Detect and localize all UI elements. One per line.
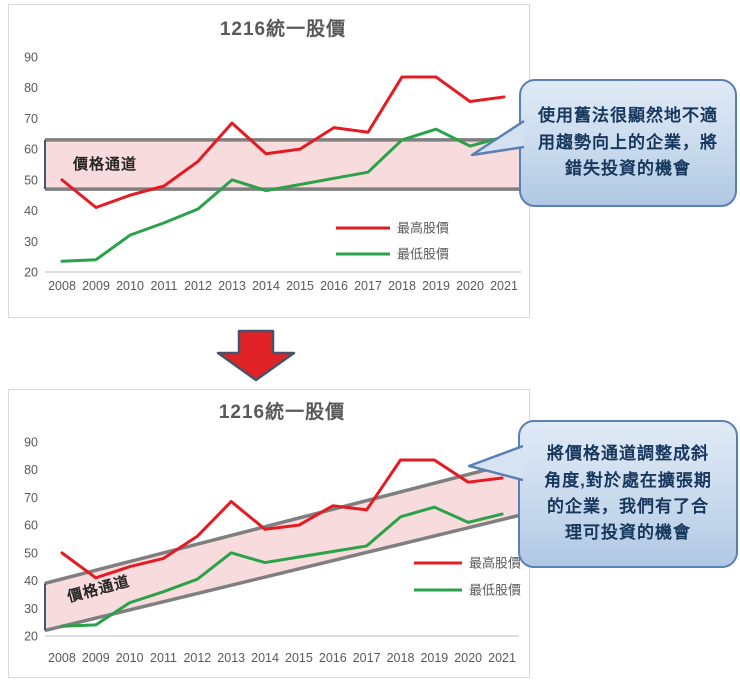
x-axis-tick-label: 2020 bbox=[456, 279, 484, 293]
price-channel-label: 價格通道 bbox=[72, 155, 137, 173]
legend-label-high: 最高股價 bbox=[397, 221, 449, 236]
price-channel-band bbox=[45, 461, 519, 631]
legend-label-high: 最高股價 bbox=[469, 556, 521, 571]
x-axis-tick-label: 2018 bbox=[387, 651, 415, 665]
x-axis-tick-label: 2014 bbox=[251, 651, 279, 665]
x-axis-tick-label: 2019 bbox=[422, 279, 450, 293]
y-axis-tick-label: 20 bbox=[24, 630, 38, 644]
series-line-high bbox=[60, 75, 506, 209]
y-axis-tick-label: 20 bbox=[24, 266, 38, 280]
y-axis-tick-label: 60 bbox=[24, 143, 38, 157]
series-line-low bbox=[60, 127, 506, 263]
x-axis-tick-label: 2012 bbox=[184, 279, 212, 293]
x-axis-tick-label: 2020 bbox=[454, 651, 482, 665]
chart-panel-new-method: 1216統一股價 20 30 40 50 60 70 80 90 2008 2009 2010 2011… bbox=[8, 389, 530, 678]
callout-old-method: 使用舊法很顯然地不適 用趨勢向上的企業，將 錯失投資的機會 bbox=[470, 79, 737, 207]
x-axis-tick-label: 2014 bbox=[252, 279, 280, 293]
series-line-low bbox=[60, 505, 504, 628]
x-axis-tick-label: 2008 bbox=[48, 279, 76, 293]
x-axis-tick-label: 2008 bbox=[48, 651, 76, 665]
y-axis-tick-label: 50 bbox=[24, 546, 38, 560]
callout-tail-shape bbox=[467, 444, 523, 482]
price-channel-band bbox=[45, 139, 521, 190]
x-axis-tick-label: 2016 bbox=[319, 651, 347, 665]
chart-title: 1216統一股價 bbox=[220, 17, 346, 40]
y-axis-tick-label: 30 bbox=[24, 235, 38, 249]
y-axis-tick-label: 80 bbox=[24, 463, 38, 477]
x-axis-tick-label: 2010 bbox=[116, 279, 144, 293]
x-axis-tick-label: 2013 bbox=[218, 279, 246, 293]
x-axis-tick-label: 2021 bbox=[488, 651, 516, 665]
x-axis-tick-label: 2011 bbox=[151, 279, 178, 293]
chart-panel-old-method: 1216統一股價 20 30 40 50 60 70 80 90 2008 2009 2010 2011… bbox=[8, 4, 530, 318]
callout-tail-shape bbox=[470, 119, 525, 157]
y-axis-tick-label: 40 bbox=[24, 204, 38, 218]
x-axis-tick-label: 2009 bbox=[82, 651, 110, 665]
x-axis-tick-label: 2017 bbox=[353, 651, 381, 665]
x-axis-tick-label: 2018 bbox=[388, 279, 416, 293]
x-axis-tick-label: 2015 bbox=[286, 279, 314, 293]
y-axis-tick-label: 90 bbox=[24, 436, 38, 450]
x-axis-tick-label: 2015 bbox=[285, 651, 313, 665]
price-channel-bottom-line bbox=[44, 513, 520, 633]
y-axis-tick-label: 30 bbox=[24, 602, 38, 616]
x-axis-tick-label: 2012 bbox=[183, 651, 211, 665]
x-axis-tick-label: 2009 bbox=[82, 279, 110, 293]
down-arrow-shape bbox=[216, 329, 296, 382]
callout-old-method-text: 使用舊法很顯然地不適 用趨勢向上的企業，將 錯失投資的機會 bbox=[538, 106, 718, 179]
x-axis-tick-label: 2011 bbox=[150, 651, 177, 665]
callout-tail-icon bbox=[470, 119, 525, 157]
stock-chart-horizontal-channel: 1216統一股價 20 30 40 50 60 70 80 90 2008 2009 2010 2011… bbox=[9, 5, 529, 322]
stock-chart-sloped-channel: 1216統一股價 20 30 40 50 60 70 80 90 2008 2009 2010 2011… bbox=[9, 390, 529, 682]
callout-new-method-text: 將價格通道調整成斜 角度,對於處在擴張期 的企業，我們有了合 理可投資的機會 bbox=[544, 444, 712, 543]
x-axis-tick-label: 2016 bbox=[320, 279, 348, 293]
price-channel-top-line bbox=[44, 459, 520, 586]
series-line-high bbox=[60, 458, 504, 580]
x-axis-tick-label: 2017 bbox=[354, 279, 382, 293]
x-axis-tick-label: 2019 bbox=[420, 651, 448, 665]
callout-new-method: 將價格通道調整成斜 角度,對於處在擴張期 的企業，我們有了合 理可投資的機會 bbox=[467, 420, 738, 568]
y-axis-tick-label: 60 bbox=[24, 519, 38, 533]
down-arrow bbox=[216, 329, 296, 382]
y-axis-tick-label: 50 bbox=[24, 173, 38, 187]
x-axis-tick-label: 2021 bbox=[490, 279, 518, 293]
callout-tail-icon bbox=[467, 444, 523, 482]
x-axis-tick-label: 2013 bbox=[217, 651, 245, 665]
chart-canvas: 1216統一股價 20 30 40 50 60 70 80 90 2008 2009 2010 2011… bbox=[24, 400, 521, 665]
chart-title: 1216統一股價 bbox=[219, 400, 345, 423]
x-axis-tick-label: 2010 bbox=[116, 651, 144, 665]
y-axis-tick-label: 90 bbox=[24, 51, 38, 65]
y-axis-tick-label: 70 bbox=[24, 112, 38, 126]
legend-label-low: 最低股價 bbox=[469, 583, 521, 598]
y-axis-tick-label: 70 bbox=[24, 491, 38, 505]
legend-label-low: 最低股價 bbox=[397, 247, 449, 262]
chart-canvas: 1216統一股價 20 30 40 50 60 70 80 90 2008 2009 2010 2011… bbox=[24, 17, 522, 293]
y-axis-tick-label: 80 bbox=[24, 81, 38, 95]
y-axis-tick-label: 40 bbox=[24, 574, 38, 588]
